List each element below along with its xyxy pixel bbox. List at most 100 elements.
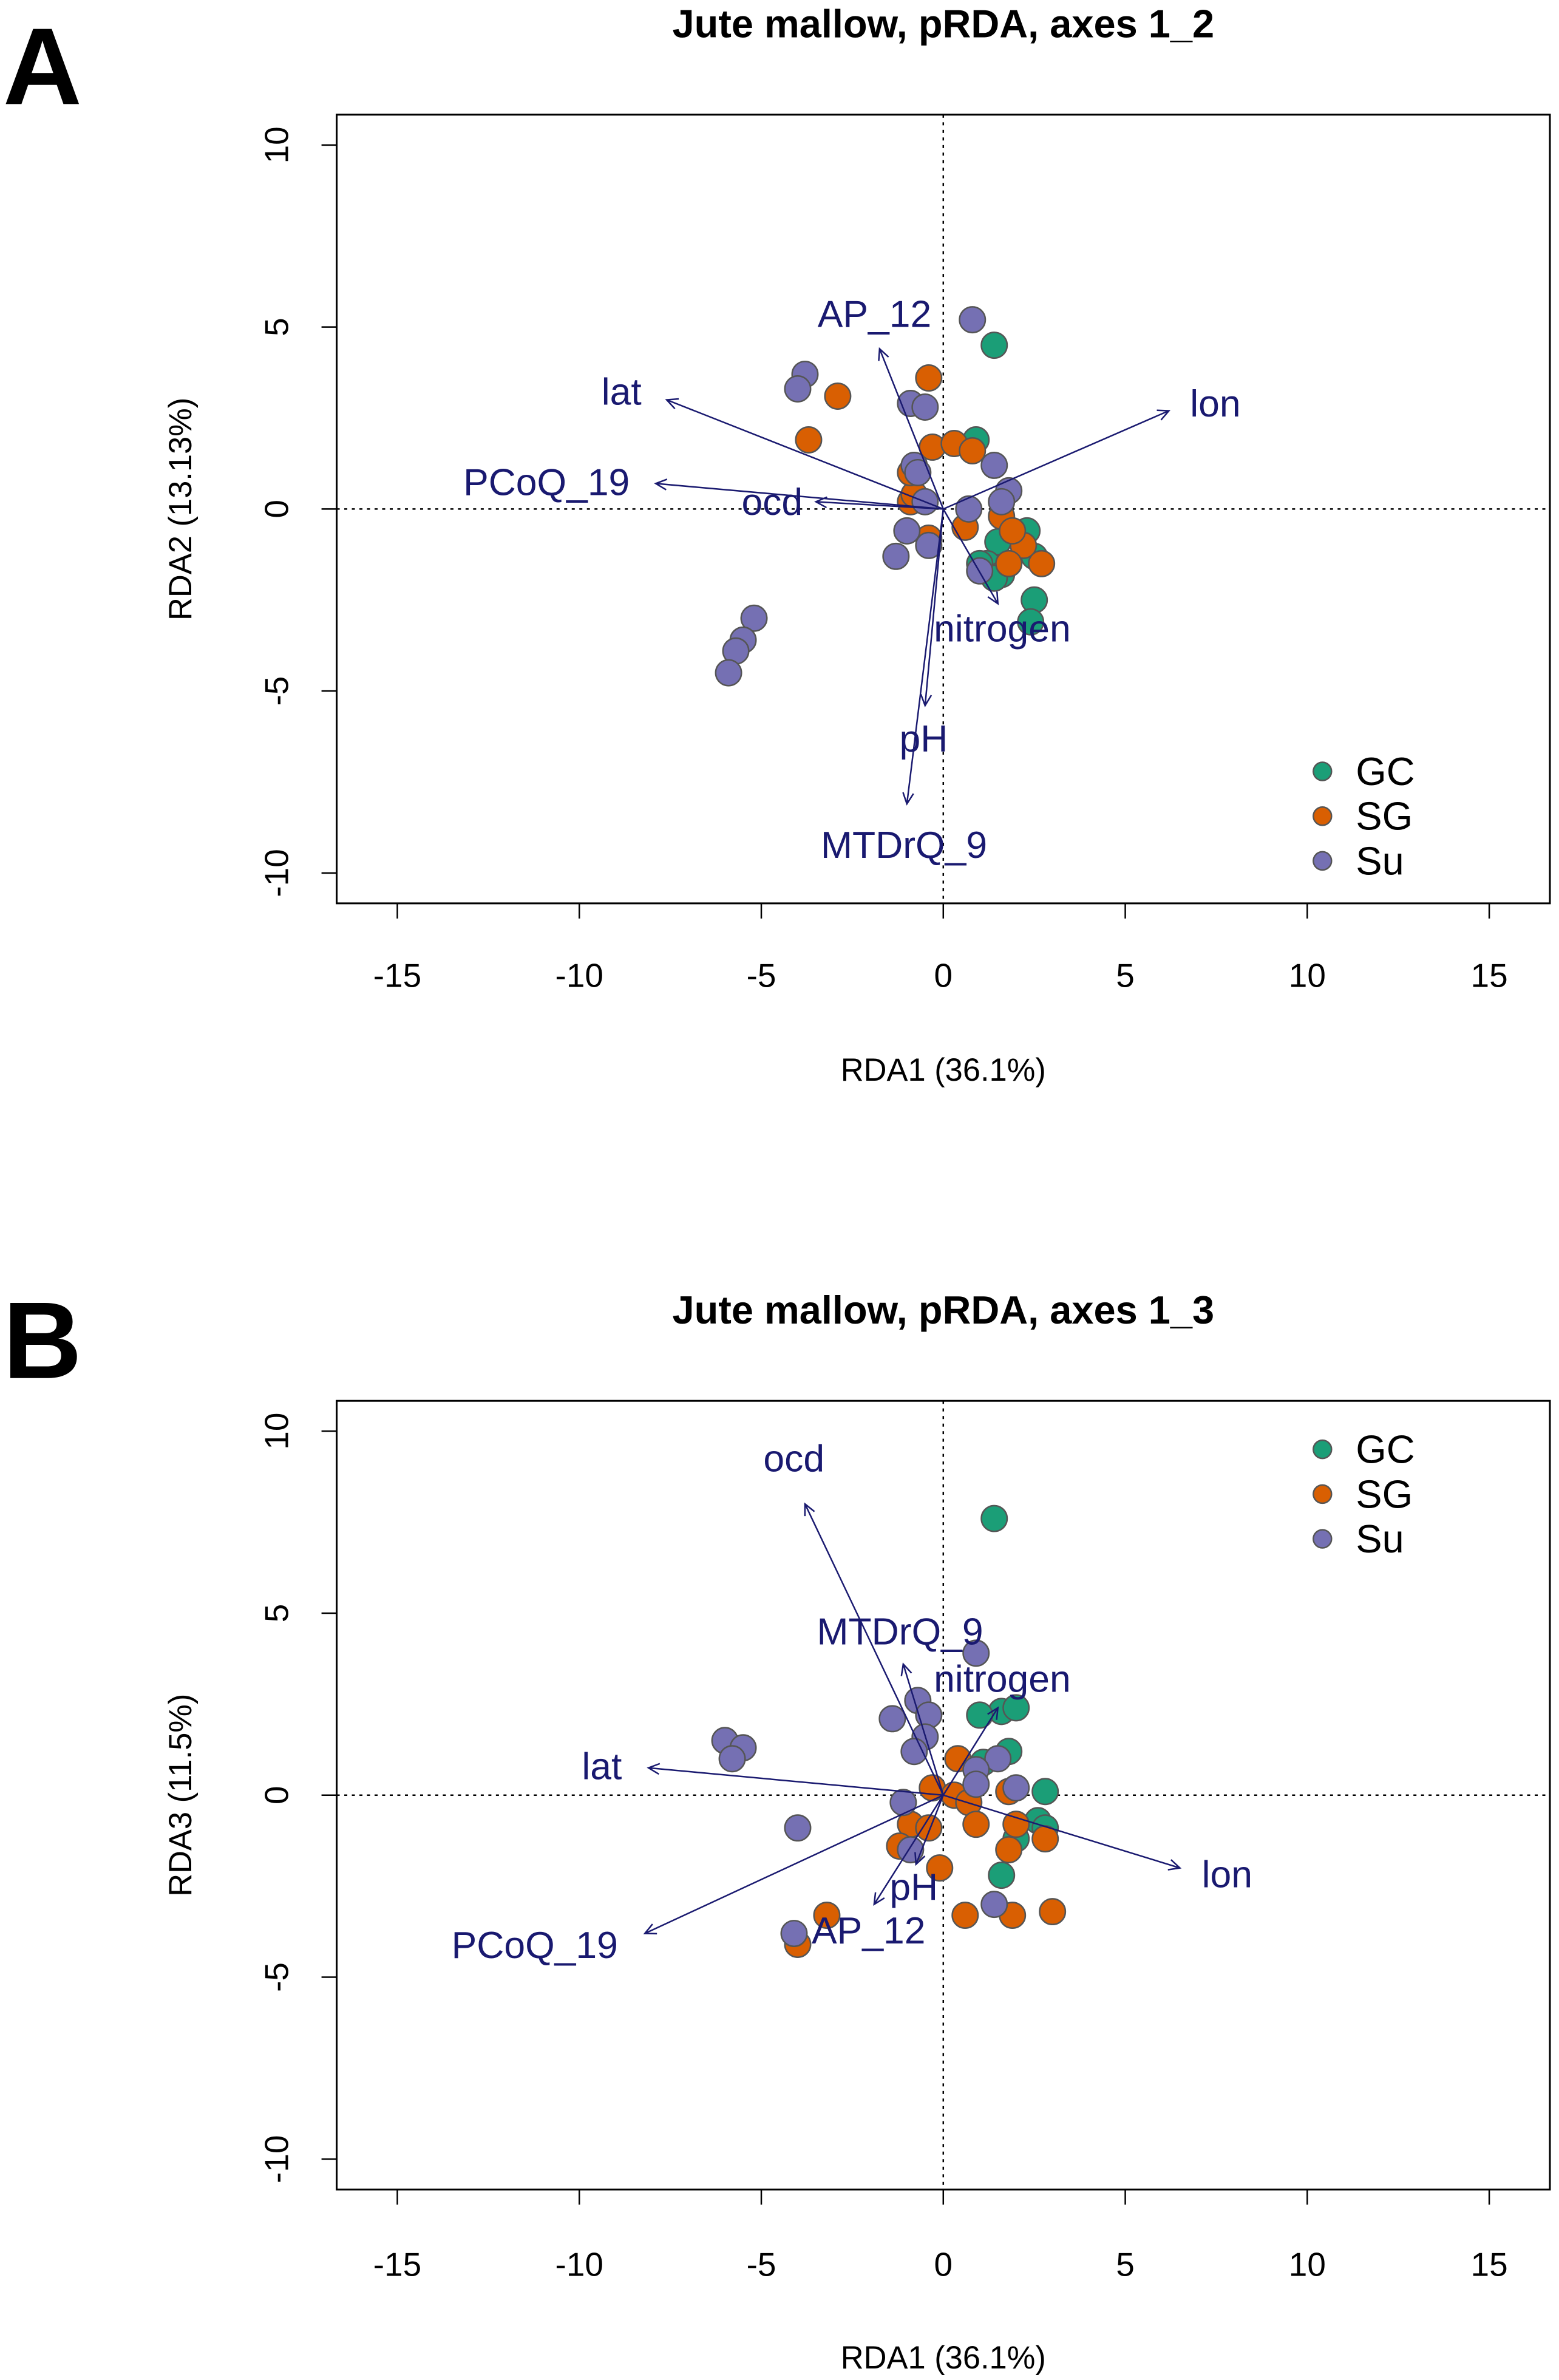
arrowhead-icon: [987, 1706, 999, 1720]
x-axis: -15 -10 -5 0 5 10 15: [373, 2188, 1508, 2283]
vector-label: pH: [889, 1866, 938, 1909]
data-point: [813, 1902, 841, 1929]
arrowhead-icon: [647, 1763, 661, 1775]
legend-label: SG: [1356, 794, 1413, 838]
vector-arrow: [915, 1795, 944, 1865]
x-tick-label: 5: [1116, 2246, 1135, 2283]
arrowhead-icon: [920, 693, 932, 707]
data-point: [951, 1902, 979, 1929]
vector-arrow: [804, 1503, 944, 1796]
vector-arrow: [942, 1707, 999, 1796]
data-point: [962, 1770, 990, 1798]
arrowhead-icon: [900, 1662, 912, 1676]
data-point: [980, 451, 1008, 479]
panel-letter: A: [3, 5, 82, 127]
data-point: [904, 458, 932, 486]
vector-label: lon: [1202, 1854, 1252, 1896]
vector-arrow: [815, 501, 943, 510]
x-tick-label: 0: [934, 956, 953, 994]
data-point: [988, 1861, 1016, 1889]
vector-label: lon: [1190, 382, 1240, 425]
data-point: [962, 1810, 990, 1838]
data-point: [911, 393, 939, 421]
vector-arrow: [666, 399, 944, 510]
legend-marker: [1313, 806, 1333, 826]
x-tick-label: -10: [555, 2246, 603, 2283]
arrowhead-icon: [987, 591, 999, 605]
vector-arrow: [644, 1794, 944, 1934]
data-point: [926, 1854, 954, 1882]
legend-marker: [1313, 851, 1333, 871]
vector-label: AP_12: [812, 1909, 925, 1952]
x-tick-label: 15: [1471, 956, 1508, 994]
vector-arrow: [656, 483, 943, 510]
y-tick-label: 5: [258, 1604, 296, 1623]
arrowhead-icon: [804, 1502, 815, 1517]
x-tick-label: -15: [373, 956, 421, 994]
arrowhead-icon: [878, 347, 889, 361]
y-tick-label: 0: [258, 1786, 296, 1804]
data-point: [1017, 608, 1045, 636]
panel-b: B Jute mallow, pRDA, axes 1_3 RDA1 (36.1…: [3, 1280, 1551, 2376]
x-tick-label: 0: [934, 2246, 953, 2283]
vector-label: ocd: [763, 1438, 824, 1480]
vector-arrow: [906, 509, 945, 804]
data-point: [1002, 1774, 1030, 1802]
vector-arrow: [942, 508, 999, 604]
vector-label: MTDrQ_9: [817, 1611, 983, 1653]
data-point: [984, 1745, 1012, 1773]
data-point: [889, 1789, 917, 1817]
data-point: [966, 1701, 994, 1729]
x-axis: -15 -10 -5 0 5 10 15: [373, 902, 1508, 994]
data-point: [980, 332, 1008, 359]
data-point: [915, 364, 943, 392]
y-axis-label: RDA3 (11.5%): [163, 1694, 199, 1897]
x-tick-label: -10: [555, 956, 603, 994]
data-point: [1031, 1778, 1059, 1806]
vector-arrow: [943, 1794, 1180, 1869]
legend-marker: [1313, 1529, 1333, 1549]
vector-label: ocd: [741, 481, 803, 523]
vector-label: lat: [582, 1746, 622, 1788]
data-point: [988, 488, 1016, 515]
x-tick-label: 10: [1289, 2246, 1326, 2283]
data-point: [1002, 1694, 1030, 1722]
legend-marker: [1313, 1439, 1333, 1460]
x-tick-label: -15: [373, 2246, 421, 2283]
data-point: [915, 1814, 943, 1842]
data-point: [878, 1705, 906, 1733]
arrowhead-icon: [814, 496, 827, 509]
arrowhead-icon: [1157, 409, 1171, 421]
y-tick-label: 10: [258, 1413, 296, 1450]
vector-label: AP_12: [818, 293, 931, 335]
x-tick-label: -5: [747, 2246, 776, 2283]
data-point: [1002, 1810, 1030, 1838]
y-axis: -10 -5 0 5 10: [258, 1413, 337, 2183]
data-point: [995, 549, 1023, 577]
data-point: [740, 604, 768, 632]
vector-arrow: [878, 348, 944, 509]
legend-marker: [1313, 1484, 1333, 1504]
vector-arrow: [943, 410, 1169, 510]
arrowhead-icon: [914, 1852, 926, 1866]
data-point: [795, 426, 823, 454]
data-point: [715, 659, 742, 687]
chart-title: Jute mallow, pRDA, axes 1_3: [672, 1288, 1214, 1332]
y-tick-label: -5: [258, 676, 296, 706]
chart-title: Jute mallow, pRDA, axes 1_2: [672, 1, 1214, 46]
panel-letter: B: [3, 1280, 82, 1402]
vector-arrow: [873, 1795, 944, 1905]
x-tick-label: 5: [1116, 956, 1135, 994]
x-axis-label: RDA1 (36.1%): [841, 2341, 1046, 2376]
y-tick-label: 10: [258, 126, 296, 163]
x-axis-label: RDA1 (36.1%): [841, 1053, 1046, 1088]
y-axis-label: RDA2 (13.13%): [163, 398, 199, 620]
vector-arrow: [902, 1664, 944, 1796]
legend-label: Su: [1356, 1517, 1404, 1561]
data-point: [1028, 549, 1056, 577]
vector-arrow: [924, 509, 945, 706]
y-axis: -10 -5 0 5 10: [258, 126, 337, 897]
